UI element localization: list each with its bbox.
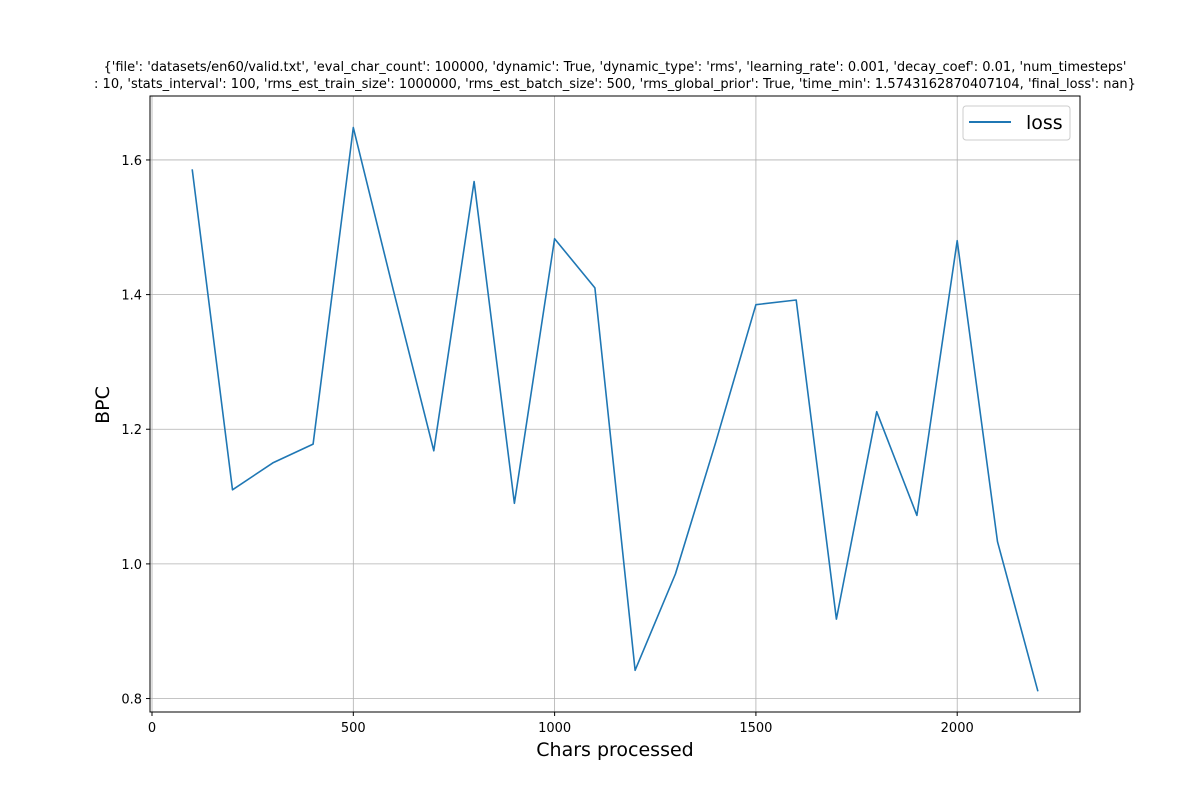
x-axis: 0 500 1000 1500 2000 [148,712,974,736]
grid [150,96,1080,712]
legend: loss [962,105,1071,141]
y-tick-label: 0.8 [121,693,142,708]
y-axis-label: BPC [92,386,114,424]
x-tick-label: 1500 [739,721,772,736]
y-axis: 0.8 1.0 1.2 1.4 1.6 [121,154,150,708]
x-tick-label: 1000 [538,721,571,736]
series-line-loss [191,126,1039,692]
y-tick-label: 1.6 [121,154,142,169]
legend-label-loss: loss [1026,112,1063,134]
chart-title-line-2: : 10, 'stats_interval': 100, 'rms_est_tr… [94,77,1136,92]
x-axis-label: Chars processed [536,739,693,761]
chart-title: {'file': 'datasets/en60/valid.txt', 'eva… [94,60,1136,92]
chart-title-line-1: {'file': 'datasets/en60/valid.txt', 'eva… [103,60,1126,75]
y-tick-label: 1.2 [121,423,142,438]
y-tick-label: 1.0 [121,558,142,573]
x-tick-label: 0 [148,721,156,736]
x-tick-label: 2000 [941,721,974,736]
y-tick-label: 1.4 [121,289,142,304]
plot-frame [149,95,1081,713]
x-tick-label: 500 [341,721,366,736]
legend-frame [962,105,1071,141]
series-layer [191,126,1039,692]
